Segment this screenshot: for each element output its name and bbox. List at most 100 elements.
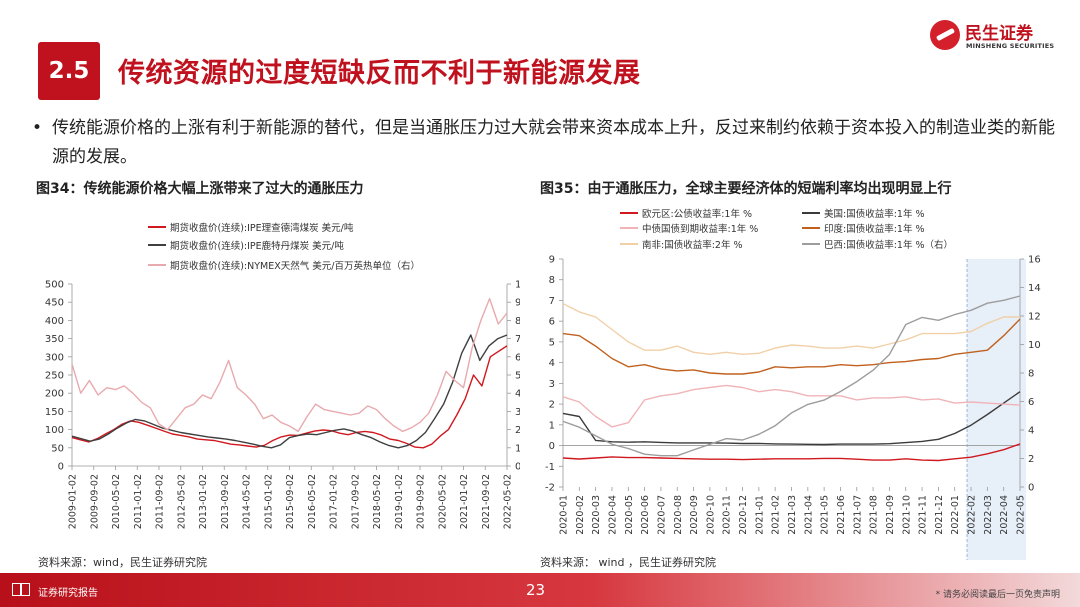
x-tick-label: 2017-01-02 — [329, 474, 340, 529]
legend-label-natural-gas: 期货收盘价(连续):NYMEX天然气 美元/百万英热单位（右） — [170, 260, 420, 272]
x-tick-label: 2022-01 — [950, 495, 961, 535]
series-line-1 — [562, 391, 1021, 446]
series-line-0 — [71, 345, 508, 449]
x-tick-label: 2021-08 — [869, 495, 880, 535]
x-tick-label: 2021-01-02 — [459, 474, 470, 529]
x-tick-label: 2020-09 — [689, 495, 700, 535]
brand-logo-icon — [930, 20, 960, 50]
series-line-3 — [562, 318, 1021, 375]
x-tick-label: 2022-04 — [999, 495, 1010, 535]
series-line-2 — [562, 384, 1021, 428]
legend-label-brazil: 巴西:国债收益率:1年 %（右） — [824, 239, 953, 251]
y-tick-label-left: 9 — [549, 255, 555, 266]
x-tick-label: 2020-05 — [624, 495, 635, 535]
x-tick-label: 2013-09-02 — [220, 474, 231, 529]
x-tick-label: 2010-05-02 — [111, 474, 122, 529]
x-tick-label: 2020-02 — [575, 495, 586, 535]
x-tick-label: 2020-10 — [705, 495, 716, 535]
brand-name-en: MINSHENG SECURITIES — [966, 42, 1055, 50]
x-tick-label: 2020-08 — [673, 495, 684, 535]
y-tick-label-left: -1 — [545, 462, 555, 473]
axes: 0 50 100 150 200 250 300 350 400 450 500 0 1 2 3 4 5 6 7 8 9… — [45, 280, 520, 530]
series-lines — [71, 297, 508, 449]
figure-34-source: 资料来源：wind，民生证券研究院 — [38, 556, 208, 569]
y-tick-label-left: 50 — [51, 443, 64, 454]
x-tick-label: 2022-05-02 — [503, 474, 514, 529]
x-tick-label: 2013-01-02 — [198, 474, 209, 529]
x-tick-label: 2021-09-02 — [481, 474, 492, 529]
brand-name-cn: 民生证券 — [965, 24, 1033, 44]
legend-label-us: 美国:国债收益率:1年 % — [824, 208, 925, 220]
x-tick-label: 2021-06 — [836, 495, 847, 535]
disclaimer-text: * 请务必阅读最后一页免责声明 — [935, 590, 1060, 600]
x-tick-label: 2021-04 — [803, 495, 814, 535]
x-tick-label: 2021-07 — [852, 495, 863, 535]
y-tick-label-right: 4 — [1028, 426, 1034, 437]
x-tick-label: 2021-10 — [901, 495, 912, 535]
y-tick-label-right: 12 — [1028, 312, 1041, 323]
y-tick-label-right: 6 — [1028, 397, 1034, 408]
x-tick-label: 2020-11 — [722, 495, 733, 535]
legend-label-china: 中债国债到期收益率:1年 % — [642, 223, 758, 235]
x-tick-label: 2015-01-02 — [263, 474, 274, 529]
y-tick-label-right: 5 — [515, 371, 520, 382]
y-tick-label-left: -2 — [545, 483, 555, 494]
x-tick-label: 2015-09-02 — [285, 474, 296, 529]
x-tick-label: 2020-07 — [656, 495, 667, 535]
y-tick-label-left: 150 — [45, 407, 64, 418]
x-tick-label: 2009-01-02 — [68, 474, 79, 529]
legend-label-richards-bay: 期货收盘价(连续):IPE理查德湾煤炭 美元/吨 — [170, 222, 354, 234]
x-tick-label: 2017-09-02 — [350, 474, 361, 529]
y-tick-label-right: 1 — [515, 443, 520, 454]
y-tick-label-right: 10 — [515, 280, 520, 291]
y-tick-label-right: 0 — [515, 462, 520, 473]
y-tick-label-left: 100 — [45, 425, 64, 436]
x-tick-label: 2021-11 — [918, 495, 929, 535]
y-tick-label-left: 2 — [549, 400, 555, 411]
y-tick-label-right: 0 — [1028, 483, 1034, 494]
x-tick-label: 2021-12 — [934, 495, 945, 535]
x-tick-label: 2020-05-02 — [437, 474, 448, 529]
y-tick-label-right: 8 — [515, 316, 520, 327]
y-tick-label-right: 2 — [1028, 454, 1034, 465]
x-tick-label: 2020-06 — [640, 495, 651, 535]
x-tick-label: 2019-01-02 — [394, 474, 405, 529]
y-tick-label-right: 14 — [1028, 283, 1041, 294]
figure-35-source: 资料来源： wind ，民生证券研究院 — [540, 556, 716, 569]
highlight-band — [966, 259, 1026, 560]
x-tick-label: 2009-09-02 — [89, 474, 100, 529]
series-line-4 — [562, 302, 1020, 356]
y-tick-label-left: 400 — [45, 316, 64, 327]
footer-bar: 证券研究报告 23 * 请务必阅读最后一页免责声明 — [0, 573, 1080, 607]
x-tick-label: 2020-04 — [607, 495, 618, 535]
legend-label-south-africa: 南非:国债收益率:2年 % — [642, 239, 743, 251]
y-tick-label-right: 16 — [1028, 255, 1041, 266]
x-tick-label: 2016-05-02 — [307, 474, 318, 529]
y-tick-label-right: 10 — [1028, 340, 1041, 351]
x-tick-label: 2022-03 — [983, 495, 994, 535]
y-tick-label-left: 300 — [45, 352, 64, 363]
book-icon — [12, 583, 30, 596]
y-tick-label-right: 8 — [1028, 369, 1034, 380]
bullet-icon: • — [32, 118, 43, 138]
x-tick-label: 2021-09 — [885, 495, 896, 535]
legend-label-rotterdam: 期货收盘价(连续):IPE鹿特丹煤炭 美元/吨 — [170, 240, 344, 252]
y-tick-label-left: 0 — [549, 441, 555, 452]
y-tick-label-right: 4 — [515, 389, 520, 400]
x-tick-label: 2020-01 — [559, 495, 570, 535]
chart-short-term-rates: 欧元区:公债收益率:1年 % 美国:国债收益率:1年 % 中债国债到期收益率:1… — [545, 208, 1041, 560]
y-tick-label-left: 350 — [45, 334, 64, 345]
series-line-2 — [71, 297, 508, 433]
footer-label: 证券研究报告 — [38, 588, 98, 599]
y-tick-label-left: 250 — [45, 371, 64, 382]
x-tick-label: 2021-02 — [771, 495, 782, 535]
legend-label-eurozone: 欧元区:公债收益率:1年 % — [642, 208, 752, 220]
y-tick-label-left: 5 — [549, 337, 555, 348]
x-tick-label: 2014-05-02 — [242, 474, 253, 529]
page-number: 23 — [526, 581, 546, 599]
x-tick-label: 2018-05-02 — [372, 474, 383, 529]
y-tick-label-left: 7 — [549, 296, 555, 307]
legend-label-india: 印度:国债收益率:1年 % — [824, 223, 925, 235]
y-tick-label-left: 4 — [549, 358, 555, 369]
